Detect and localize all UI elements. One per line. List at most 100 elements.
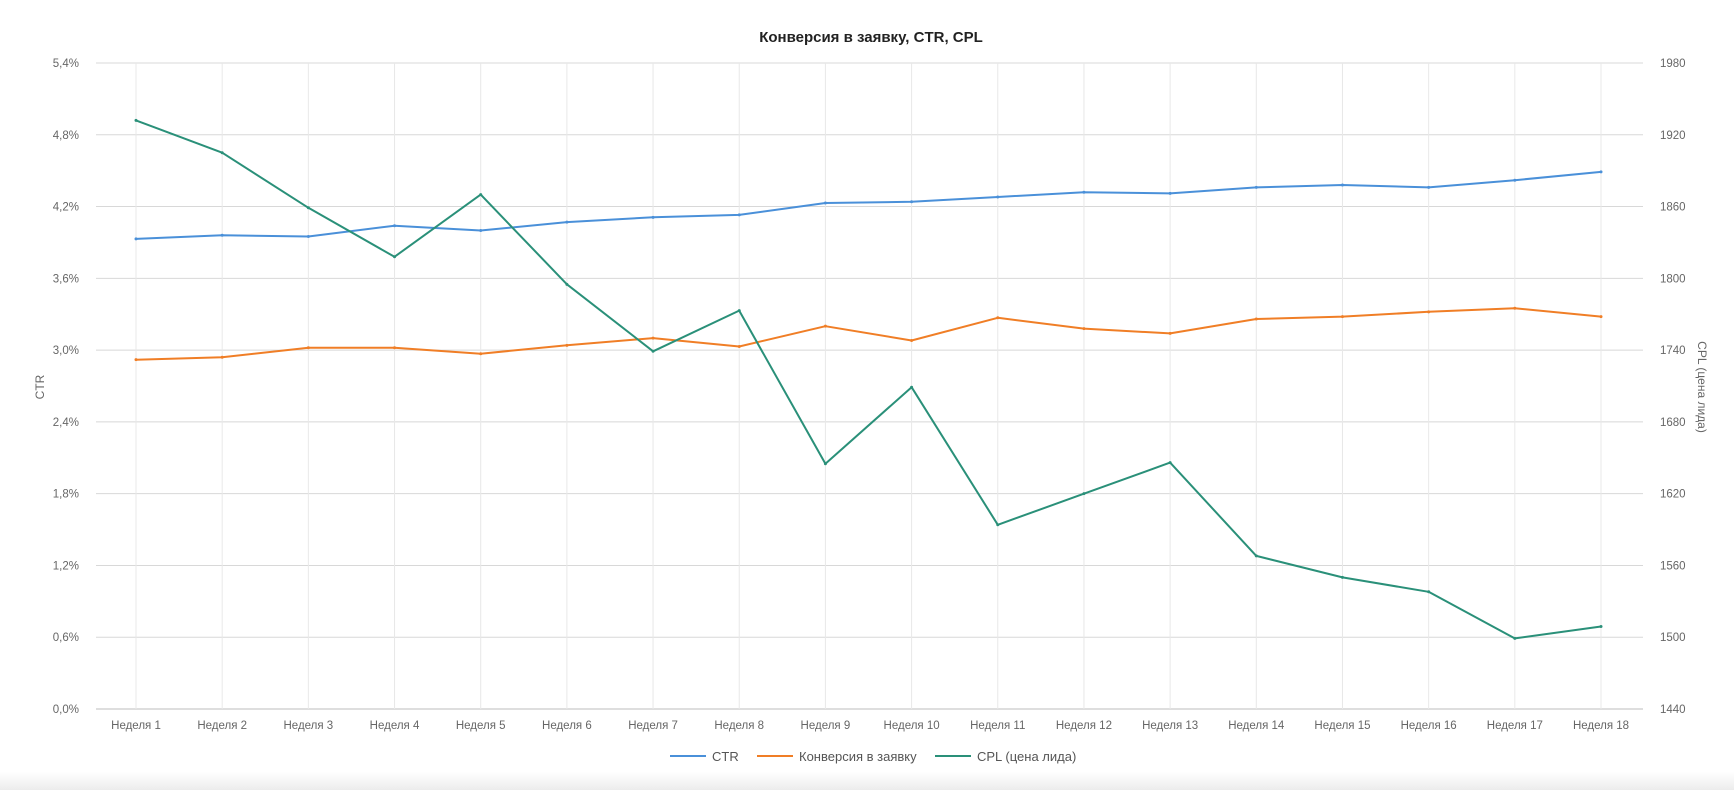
right-tick-label: 1920 xyxy=(1660,130,1686,142)
x-tick-label: Неделя 14 xyxy=(1228,720,1285,732)
axes: 0,0% 1440 0,6% 1500 1,2% 1560 1,8% 1620 2,4% 1680… xyxy=(53,58,1686,732)
data-point xyxy=(1513,178,1517,182)
data-point xyxy=(1340,315,1344,319)
x-tick-label: Неделя 6 xyxy=(542,720,592,732)
x-tick-label: Неделя 11 xyxy=(970,720,1025,732)
data-point xyxy=(737,213,741,217)
x-tick-label: Неделя 1 xyxy=(111,720,161,732)
data-point xyxy=(651,336,655,340)
data-point xyxy=(565,343,569,347)
data-point xyxy=(306,234,310,238)
data-point xyxy=(393,224,397,228)
data-point xyxy=(737,309,741,313)
data-point xyxy=(910,339,914,343)
left-tick-label: 5,4% xyxy=(53,58,79,70)
data-point xyxy=(1168,461,1172,465)
data-point xyxy=(1254,317,1258,321)
data-point xyxy=(306,346,310,350)
x-tick-label: Неделя 5 xyxy=(456,720,506,732)
data-point xyxy=(651,349,655,353)
data-point xyxy=(823,324,827,328)
x-tick-label: Неделя 2 xyxy=(197,720,247,732)
x-tick-label: Неделя 16 xyxy=(1401,720,1457,732)
data-point xyxy=(479,352,483,356)
left-tick-label: 4,2% xyxy=(53,202,79,214)
x-tick-label: Неделя 3 xyxy=(284,720,334,732)
x-tick-label: Неделя 8 xyxy=(714,720,764,732)
x-tick-label: Неделя 12 xyxy=(1056,720,1112,732)
left-tick-label: 3,6% xyxy=(53,273,79,285)
legend: CTR Конверсия в заявку CPL (цена лида) xyxy=(670,749,1076,764)
data-point xyxy=(134,358,138,362)
left-axis-title: CTR xyxy=(33,374,47,399)
data-point xyxy=(1513,636,1517,640)
left-tick-label: 3,0% xyxy=(53,345,79,357)
data-point xyxy=(1168,331,1172,335)
legend-label: Конверсия в заявку xyxy=(799,749,917,764)
data-point xyxy=(1599,315,1603,319)
x-tick-label: Неделя 10 xyxy=(884,720,940,732)
left-tick-label: 0,6% xyxy=(53,632,79,644)
right-tick-label: 1860 xyxy=(1660,202,1686,214)
data-point xyxy=(393,346,397,350)
data-point xyxy=(565,220,569,224)
data-point xyxy=(1340,183,1344,187)
data-point xyxy=(823,201,827,205)
data-point xyxy=(1427,590,1431,594)
data-point xyxy=(1513,306,1517,310)
data-point xyxy=(1168,191,1172,195)
data-point xyxy=(134,118,138,122)
data-point xyxy=(737,345,741,349)
data-point xyxy=(1599,624,1603,628)
left-tick-label: 1,2% xyxy=(53,560,79,572)
left-tick-label: 1,8% xyxy=(53,489,79,501)
data-point xyxy=(996,316,1000,320)
left-tick-label: 4,8% xyxy=(53,130,79,142)
right-tick-label: 1620 xyxy=(1660,489,1686,501)
legend-label: CPL (цена лида) xyxy=(977,749,1076,764)
data-point xyxy=(393,255,397,259)
data-point xyxy=(479,193,483,197)
chart-title: Конверсия в заявку, CTR, CPL xyxy=(759,29,983,46)
series-line-1 xyxy=(135,170,1602,240)
x-tick-label: Неделя 17 xyxy=(1487,720,1543,732)
right-tick-label: 1440 xyxy=(1660,704,1686,716)
data-point xyxy=(996,195,1000,199)
left-tick-label: 0,0% xyxy=(53,704,79,716)
series-line-2 xyxy=(135,307,1602,361)
data-point xyxy=(651,215,655,219)
x-tick-label: Неделя 9 xyxy=(801,720,851,732)
data-point xyxy=(823,462,827,466)
legend-label: CTR xyxy=(712,749,739,764)
series-line-3 xyxy=(135,119,1602,640)
data-point xyxy=(1599,170,1603,174)
left-tick-label: 2,4% xyxy=(53,417,79,429)
grid xyxy=(96,62,1643,710)
data-point xyxy=(996,523,1000,527)
data-point xyxy=(1254,185,1258,189)
data-point xyxy=(1082,190,1086,194)
data-point xyxy=(1082,327,1086,331)
x-tick-label: Неделя 15 xyxy=(1314,720,1370,732)
right-axis-title: CPL (цена лида) xyxy=(1695,341,1709,433)
right-tick-label: 1980 xyxy=(1660,58,1686,70)
x-tick-label: Неделя 4 xyxy=(370,720,420,732)
x-tick-label: Неделя 18 xyxy=(1573,720,1629,732)
data-point xyxy=(910,385,914,389)
data-point xyxy=(220,355,224,359)
data-point xyxy=(220,151,224,155)
data-point xyxy=(134,237,138,241)
data-point xyxy=(1340,575,1344,579)
data-point xyxy=(565,282,569,286)
right-tick-label: 1680 xyxy=(1660,417,1686,429)
data-point xyxy=(220,233,224,237)
data-point xyxy=(1427,310,1431,314)
right-tick-label: 1560 xyxy=(1660,560,1686,572)
data-point xyxy=(479,228,483,232)
right-tick-label: 1740 xyxy=(1660,345,1686,357)
data-point xyxy=(1427,185,1431,189)
right-tick-label: 1800 xyxy=(1660,273,1686,285)
right-tick-label: 1500 xyxy=(1660,632,1686,644)
